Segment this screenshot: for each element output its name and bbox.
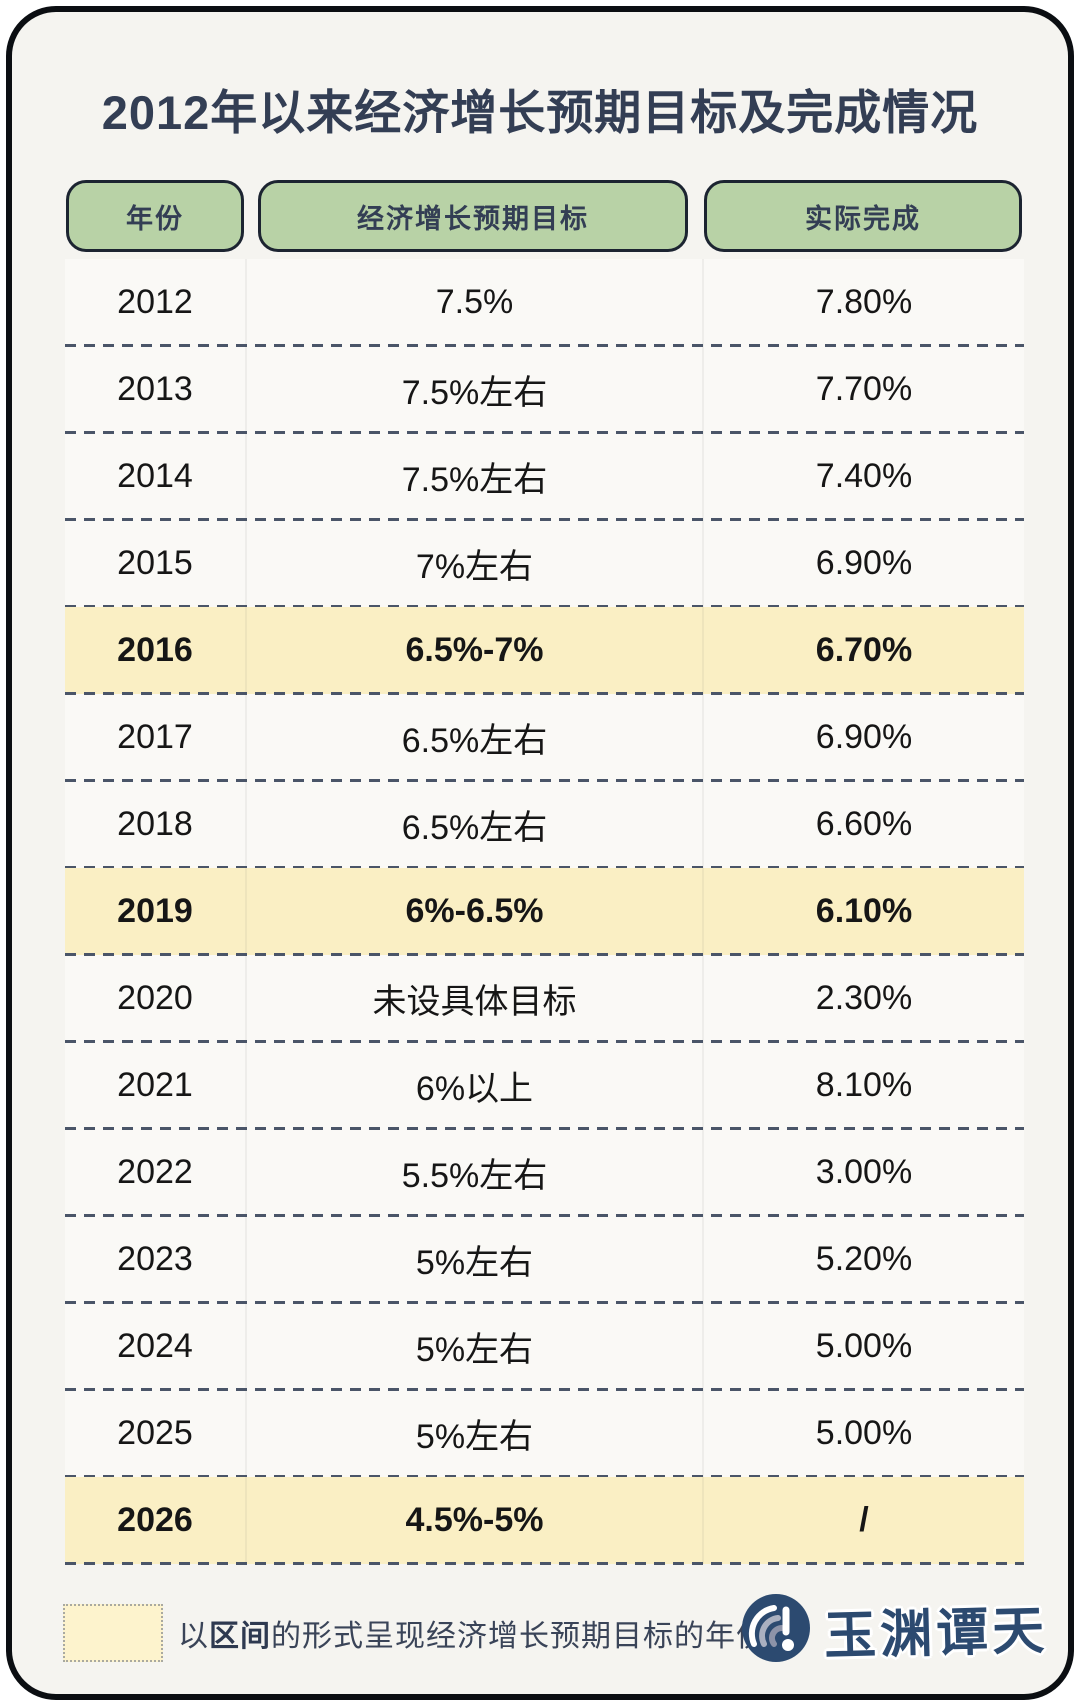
actual-cell: 5.00%: [815, 1414, 913, 1452]
target-cell: 5%左右: [247, 1303, 704, 1390]
year-cell: 2014: [65, 433, 247, 520]
year-cell: 2020: [65, 955, 247, 1042]
actual-cell: /: [859, 1501, 869, 1539]
actual-cell: 6.10%: [815, 892, 913, 930]
column-header-target: 经济增长预期目标: [258, 180, 688, 252]
column-header-target-label: 经济增长预期目标: [357, 203, 589, 234]
table-row: 2026 4.5%-5% /: [65, 1477, 1024, 1565]
table-row: 2017 6.5%左右 6.90%: [65, 694, 1024, 782]
year-cell: 2015: [65, 520, 247, 607]
target-cell: 6%-6.5%: [247, 868, 704, 955]
table-row: 2025 5%左右 5.00%: [65, 1390, 1024, 1478]
legend-highlight-swatch: [63, 1604, 163, 1662]
year-cell: 2016: [65, 607, 247, 694]
actual-cell: 6.90%: [815, 718, 913, 756]
table-row: 2015 7%左右 6.90%: [65, 520, 1024, 608]
table-row: 2014 7.5%左右 7.40%: [65, 433, 1024, 521]
table-row: 2020 未设具体目标 2.30%: [65, 955, 1024, 1043]
target-cell: 4.5%-5%: [247, 1477, 704, 1564]
legend-note-suffix: 的形式呈现经济增长预期目标的年份: [271, 1620, 767, 1653]
actual-cell: 7.40%: [815, 457, 913, 495]
target-cell: 7.5%: [247, 259, 704, 346]
data-table: 2012 7.5% 7.80% 2013 7.5%左右 7.70% 2014 7…: [65, 259, 1024, 1565]
table-row: 2024 5%左右 5.00%: [65, 1303, 1024, 1391]
table-row: 2022 5.5%左右 3.00%: [65, 1129, 1024, 1217]
target-cell: 6.5%-7%: [247, 607, 704, 694]
year-cell: 2021: [65, 1042, 247, 1129]
target-cell: 未设具体目标: [247, 955, 704, 1042]
actual-cell: 3.00%: [815, 1153, 913, 1191]
actual-cell: 5.00%: [815, 1327, 913, 1365]
year-cell: 2022: [65, 1129, 247, 1216]
actual-cell: 7.80%: [815, 283, 913, 321]
column-header-actual-label: 实际完成: [805, 203, 921, 234]
target-cell: 5.5%左右: [247, 1129, 704, 1216]
actual-cell: 6.70%: [815, 631, 913, 669]
column-header-actual: 实际完成: [704, 180, 1022, 252]
table-row: 2019 6%-6.5% 6.10%: [65, 868, 1024, 956]
target-cell: 5%左右: [247, 1216, 704, 1303]
legend-note-prefix: 以: [178, 1620, 209, 1653]
column-header-year: 年份: [66, 180, 244, 252]
table-row: 2016 6.5%-7% 6.70%: [65, 607, 1024, 695]
actual-cell: 6.90%: [815, 544, 913, 582]
legend-note-keyword: 区间: [209, 1620, 271, 1653]
actual-cell: 2.30%: [815, 979, 913, 1017]
column-header-year-label: 年份: [126, 203, 184, 234]
brand-logo-text: 玉渊谭天: [823, 1602, 1049, 1666]
actual-cell: 8.10%: [815, 1066, 913, 1104]
table-row: 2013 7.5%左右 7.70%: [65, 346, 1024, 434]
year-cell: 2026: [65, 1477, 247, 1564]
target-cell: 6%以上: [247, 1042, 704, 1129]
actual-cell: 7.70%: [815, 370, 913, 408]
year-cell: 2012: [65, 259, 247, 346]
legend-note: 以区间 的形式呈现经济增长预期目标的年份: [178, 1604, 767, 1662]
target-cell: 6.5%左右: [247, 694, 704, 781]
table-row: 2021 6%以上 8.10%: [65, 1042, 1024, 1130]
table-row: 2012 7.5% 7.80%: [65, 259, 1024, 347]
year-cell: 2013: [65, 346, 247, 433]
brand-logo-wave-icon: [742, 1594, 810, 1662]
target-cell: 7.5%左右: [247, 433, 704, 520]
target-cell: 6.5%左右: [247, 781, 704, 868]
target-cell: 7%左右: [247, 520, 704, 607]
table-row: 2023 5%左右 5.20%: [65, 1216, 1024, 1304]
actual-cell: 5.20%: [815, 1240, 913, 1278]
actual-cell: 6.60%: [815, 805, 913, 843]
year-cell: 2017: [65, 694, 247, 781]
year-cell: 2025: [65, 1390, 247, 1477]
brand-logo: 玉渊谭天: [740, 1586, 1049, 1670]
year-cell: 2019: [65, 868, 247, 955]
table-row: 2018 6.5%左右 6.60%: [65, 781, 1024, 869]
target-cell: 7.5%左右: [247, 346, 704, 433]
page-title: 2012年以来经济增长预期目标及完成情况: [101, 86, 979, 139]
target-cell: 5%左右: [247, 1390, 704, 1477]
year-cell: 2023: [65, 1216, 247, 1303]
year-cell: 2024: [65, 1303, 247, 1390]
year-cell: 2018: [65, 781, 247, 868]
